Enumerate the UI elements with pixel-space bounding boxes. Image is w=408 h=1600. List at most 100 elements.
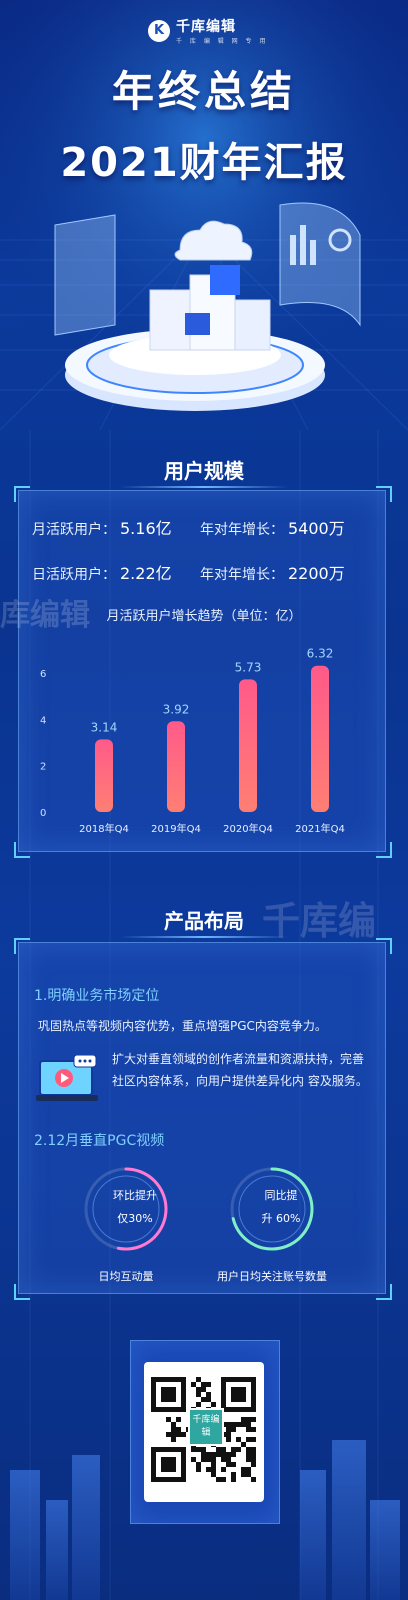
product-panel (18, 942, 386, 1294)
stat-value: 5.16亿 (120, 519, 172, 538)
stat-dau: 日活跃用户： 2.22亿 (32, 560, 172, 584)
section-title-product: 产品布局 (164, 909, 244, 933)
qr-module (236, 1437, 241, 1442)
stat-value: 2.22亿 (120, 564, 172, 583)
qr-module (251, 1462, 256, 1467)
panel-corner (376, 1284, 392, 1300)
qr-module (216, 1477, 221, 1482)
skyline-building (10, 1470, 40, 1600)
qr-module (221, 1467, 226, 1472)
qr-module (171, 1437, 176, 1442)
qr-module (206, 1452, 211, 1457)
qr-module (196, 1387, 201, 1392)
qr-module (191, 1447, 196, 1452)
y-tick-label: 0 (40, 808, 46, 819)
qr-module (191, 1457, 196, 1462)
qr-badge: 千库编辑 (188, 1408, 224, 1446)
qr-module (191, 1382, 196, 1387)
stat-value: 2200万 (288, 564, 345, 583)
ring1-caption: 日均互动量 (98, 1270, 154, 1283)
x-tick-label: 2018年Q4 (79, 822, 129, 835)
qr-module (211, 1472, 216, 1477)
panel-corner (14, 486, 30, 502)
product-item1-paragraph: 扩大对垂直领域的创作者流量和资源扶持，完善社区内容体系，向用户提供差异化内 容及… (112, 1052, 368, 1088)
bar (239, 679, 257, 812)
qr-finder (161, 1457, 176, 1472)
qr-module (201, 1457, 206, 1462)
qr-module (231, 1452, 236, 1457)
panel-corner (14, 1284, 30, 1300)
qr-module (246, 1452, 251, 1457)
qr-module (246, 1437, 251, 1442)
qr-module (196, 1467, 201, 1472)
y-tick-label: 6 (40, 669, 46, 680)
qr-module (196, 1462, 201, 1467)
qr-module (251, 1447, 256, 1452)
qr-module (201, 1382, 206, 1387)
qr-module (196, 1402, 201, 1407)
qr-module (246, 1467, 251, 1472)
qr-module (166, 1432, 171, 1437)
skyline-building (72, 1455, 100, 1600)
qr-module (176, 1432, 181, 1437)
qr-module (201, 1387, 206, 1392)
product-item2-heading: 2.12月垂直PGC视频 (34, 1133, 165, 1149)
qr-module (226, 1452, 231, 1457)
ring1-line1: 环比提升 (113, 1189, 157, 1202)
qr-module (226, 1427, 231, 1432)
qr-module (226, 1432, 231, 1437)
x-tick-label: 2020年Q4 (223, 822, 273, 835)
qr-module (221, 1452, 226, 1457)
qr-module (241, 1442, 246, 1447)
ring-chart-yoy (230, 1167, 314, 1251)
qr-module (196, 1377, 201, 1382)
skyline-building (370, 1500, 400, 1600)
qr-module (226, 1462, 231, 1467)
qr-module (196, 1447, 201, 1452)
qr-module (231, 1422, 236, 1427)
qr-module (201, 1397, 206, 1402)
qr-module (231, 1447, 236, 1452)
qr-module (166, 1417, 171, 1422)
chart-title: 月活跃用户增长趋势（单位：亿） (106, 609, 302, 624)
y-tick-label: 2 (40, 762, 46, 773)
section-title-users: 用户规模 (164, 459, 244, 483)
qr-module (246, 1417, 251, 1422)
qr-module (171, 1427, 176, 1432)
qr-module (181, 1432, 186, 1437)
panel-corner (376, 842, 392, 858)
skyline-building (332, 1440, 366, 1600)
qr-module (221, 1457, 226, 1462)
qr-module (246, 1422, 251, 1427)
qr-module (236, 1422, 241, 1427)
qr-module (206, 1392, 211, 1397)
bar-value-label: 3.92 (163, 702, 190, 716)
brand-name: 千库编辑 (176, 19, 236, 35)
qr-module (251, 1427, 256, 1432)
section-divider (120, 486, 288, 488)
qr-finder (161, 1387, 176, 1402)
qr-module (206, 1397, 211, 1402)
stat-mau: 月活跃用户： 5.16亿 (32, 515, 172, 539)
bar (95, 739, 113, 812)
qr-module (231, 1477, 236, 1482)
brand-sub: 千 库 编 辑 网 专 用 (176, 38, 269, 45)
qr-module (241, 1467, 246, 1472)
qr-module (226, 1422, 231, 1427)
qr-module (206, 1467, 211, 1472)
x-tick-label: 2019年Q4 (151, 822, 201, 835)
ring2-line2: 升 60% (261, 1212, 301, 1225)
qr-module (231, 1472, 236, 1477)
qr-module (171, 1432, 176, 1437)
x-tick-label: 2021年Q4 (295, 822, 345, 835)
qr-module (241, 1417, 246, 1422)
qr-module (206, 1457, 211, 1462)
qr-module (211, 1467, 216, 1472)
qr-module (206, 1382, 211, 1387)
y-tick-label: 4 (40, 715, 46, 726)
qr-code[interactable] (144, 1362, 264, 1502)
qr-module (241, 1472, 246, 1477)
bar-chart: 0 2 4 6 3.14 2018年Q4 3.92 2019年Q4 5.73 2020年Q4 6.3… (40, 647, 345, 835)
stat-value: 5400万 (288, 519, 345, 538)
qr-module (251, 1417, 256, 1422)
